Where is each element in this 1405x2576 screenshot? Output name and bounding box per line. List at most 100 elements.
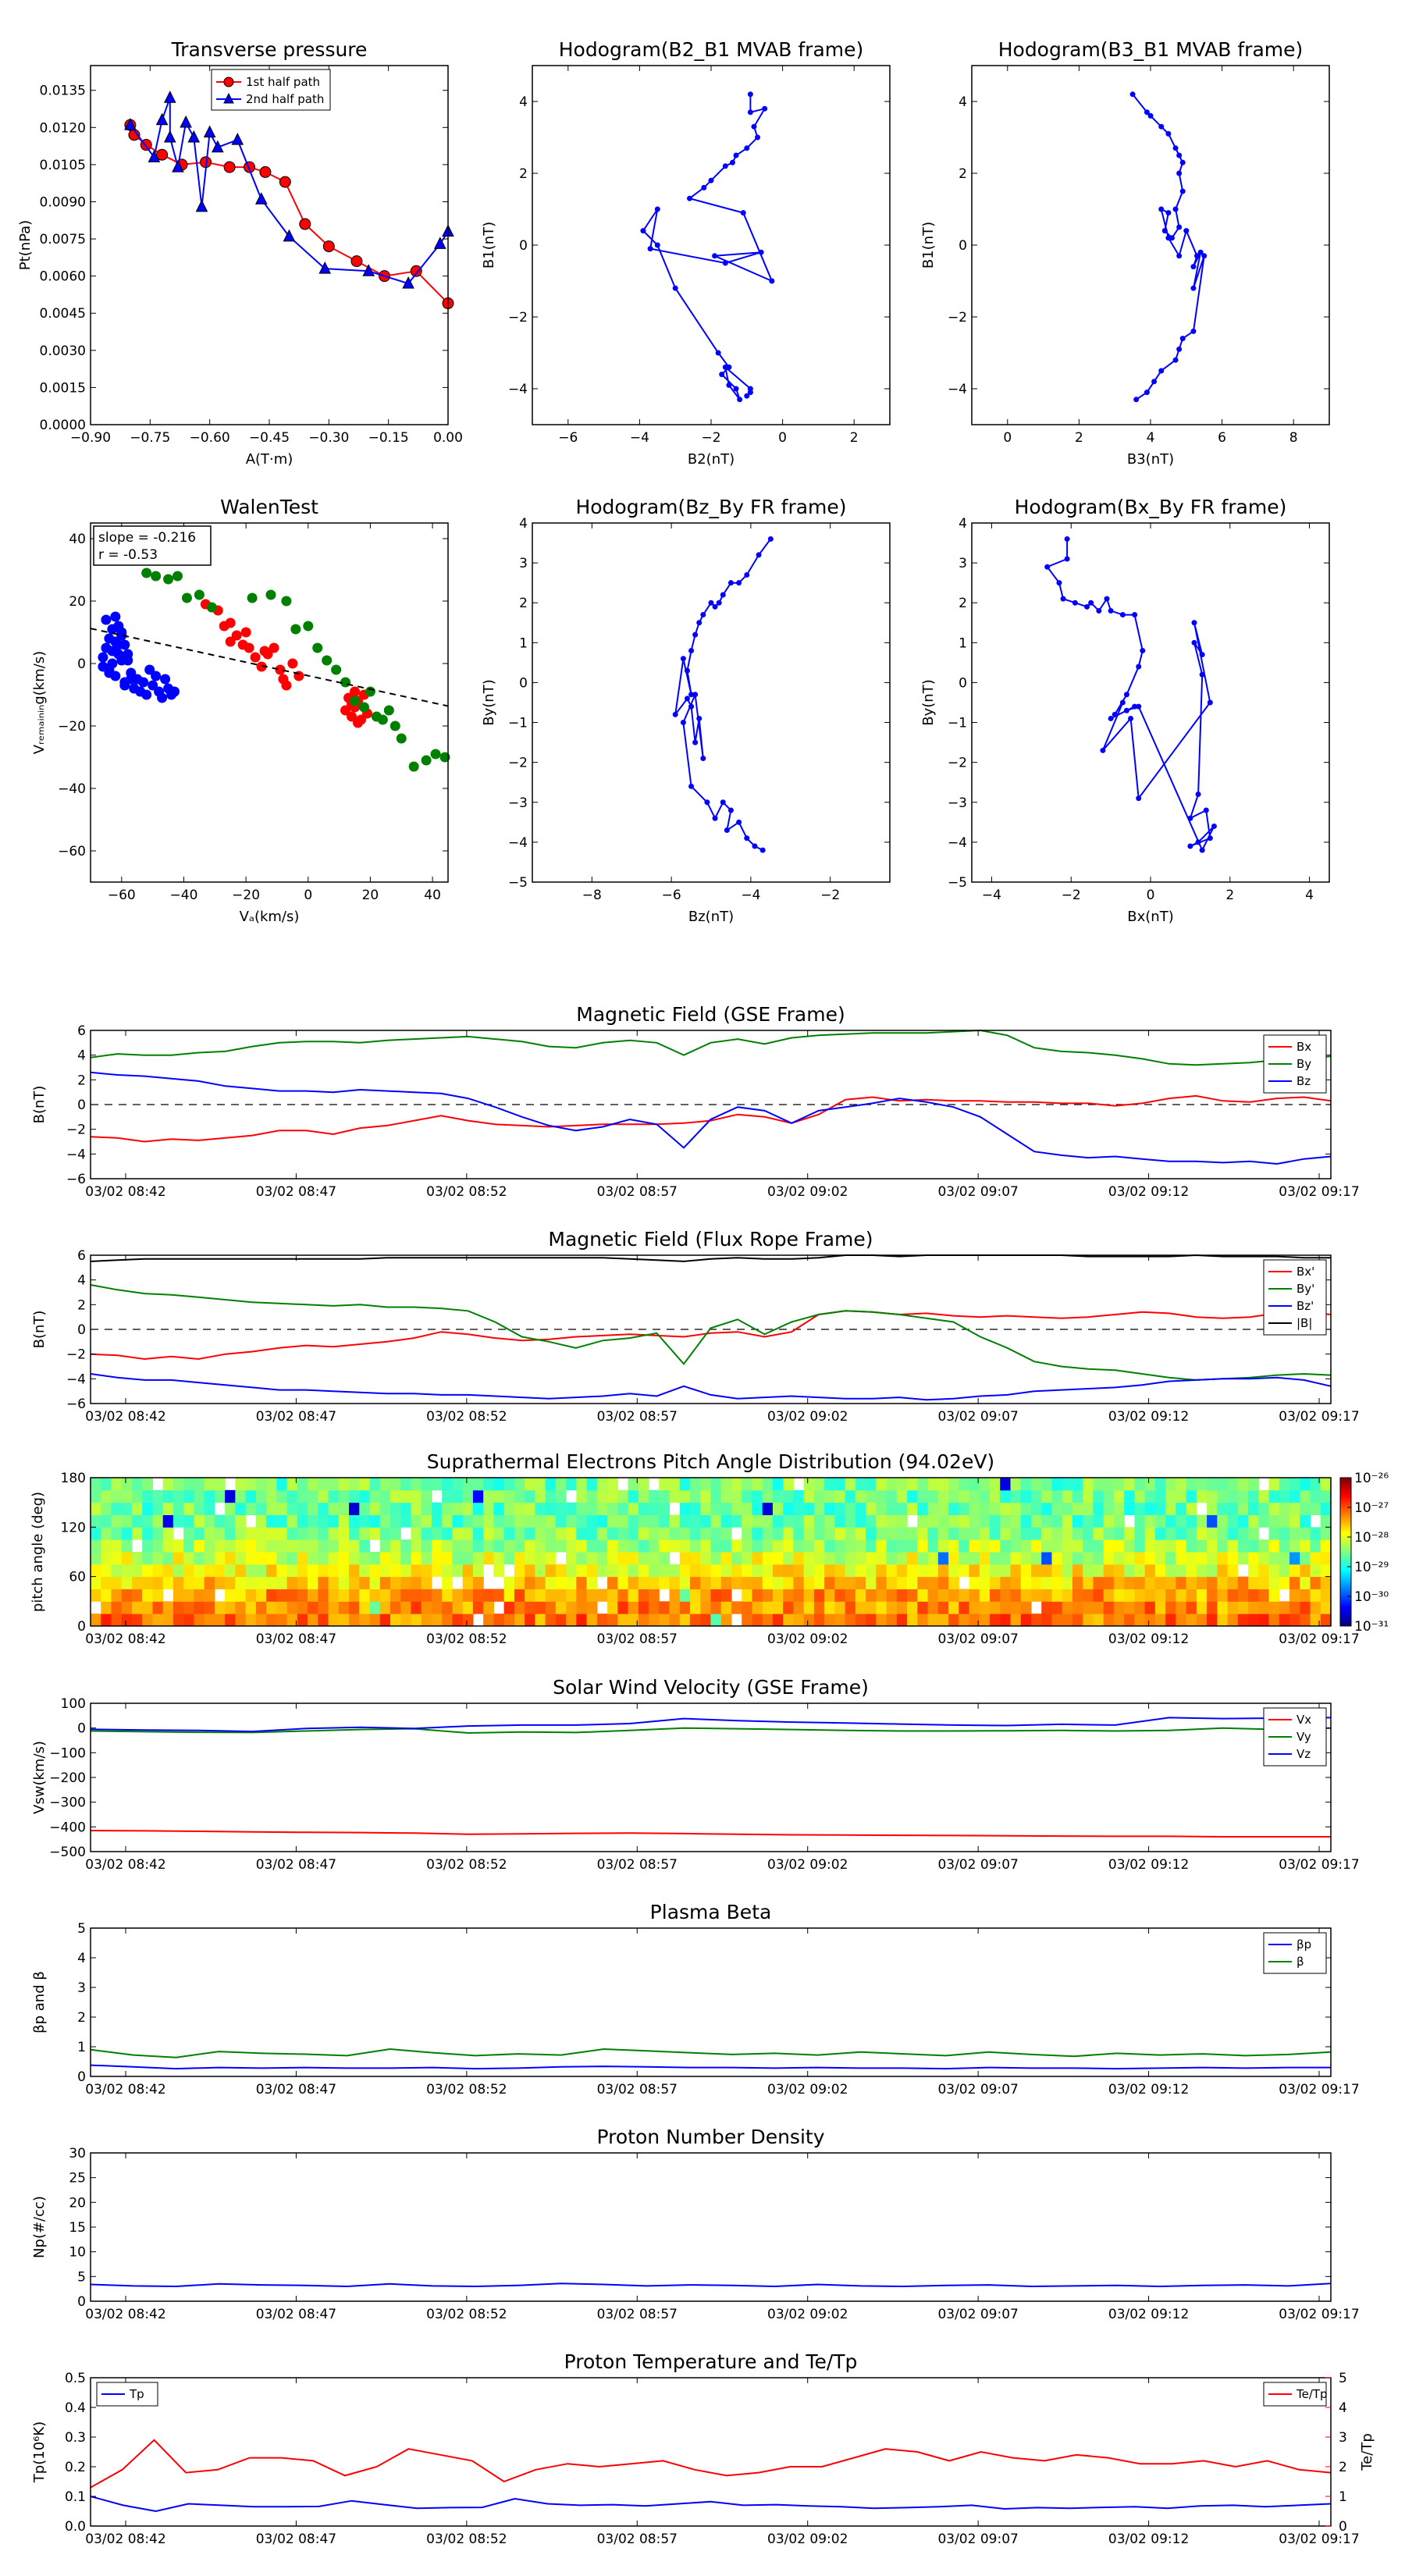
tp-point	[163, 130, 176, 143]
h3-point	[704, 799, 710, 806]
pad-cell	[1083, 1601, 1094, 1614]
h1-point	[733, 152, 739, 158]
pad-cell	[752, 1478, 763, 1491]
h3-point	[692, 739, 699, 745]
pad-cell	[379, 1514, 391, 1528]
sw-xtick-label: 03/02 08:57	[597, 1857, 678, 1873]
pad-cell	[359, 1539, 371, 1553]
pad-cell	[710, 1552, 722, 1565]
pad-cell	[1072, 1589, 1083, 1602]
pad-cell	[876, 1614, 887, 1627]
mf_fr-ytick-label: 4	[77, 1273, 86, 1289]
pad-cell	[111, 1478, 123, 1491]
pad-cell	[91, 1589, 101, 1602]
pad-cell	[566, 1614, 577, 1627]
pad-cell	[411, 1576, 422, 1589]
h3-ytick-label: −2	[508, 756, 528, 771]
mf_fr-legend-label: Bz'	[1297, 1299, 1314, 1313]
h4-point	[1187, 815, 1193, 821]
pad-cell	[514, 1589, 525, 1602]
pad-cell	[1124, 1576, 1136, 1589]
walen-point	[240, 627, 251, 638]
pad-cell	[493, 1478, 505, 1491]
pad-cell	[813, 1489, 825, 1503]
pad-cell	[917, 1552, 929, 1565]
pad-cell	[607, 1539, 618, 1553]
pad-cell	[1196, 1601, 1208, 1614]
pad-cell	[431, 1601, 443, 1614]
pad-cell	[586, 1552, 598, 1565]
pad-cell	[1289, 1589, 1300, 1602]
mf_fr-ytick-label: 2	[77, 1297, 86, 1313]
pad-cell	[442, 1589, 454, 1602]
pad-cell	[855, 1614, 866, 1627]
pad-cell	[1196, 1564, 1208, 1578]
pad-cell	[845, 1601, 856, 1614]
pad-cell	[328, 1478, 340, 1491]
sw-ytick-label: −400	[49, 1820, 86, 1835]
pad-cell	[1186, 1502, 1197, 1515]
pad-cell	[1310, 1539, 1321, 1553]
pad-cell	[596, 1478, 608, 1491]
temp-series-line	[90, 2439, 1332, 2489]
beta-ylabel: βp and β	[31, 1971, 48, 2033]
pad-cell	[400, 1539, 412, 1553]
pad-cell	[907, 1489, 918, 1503]
pad-cell	[276, 1564, 288, 1578]
walen-point	[119, 680, 130, 691]
pad-cell	[803, 1576, 815, 1589]
tp-legend-marker	[223, 92, 234, 104]
pad-cell	[462, 1614, 474, 1627]
pad-cell	[917, 1478, 929, 1491]
pad-cell	[876, 1478, 887, 1491]
pad-cell	[338, 1478, 350, 1491]
pad-cell	[1062, 1552, 1073, 1565]
pad-cell	[1124, 1601, 1136, 1614]
pad-cell	[990, 1539, 1001, 1553]
pad-cell	[700, 1601, 712, 1614]
walen-point	[157, 692, 168, 703]
pad-cell	[1279, 1502, 1290, 1515]
pad-cell	[214, 1489, 226, 1503]
pad-cell	[1300, 1527, 1311, 1540]
pad-cell	[845, 1552, 856, 1565]
h2-point	[1197, 249, 1204, 255]
walen-ytick-label: −60	[58, 844, 86, 859]
pad-cell	[834, 1552, 846, 1565]
pad-cell	[596, 1552, 608, 1565]
pad-cell	[772, 1576, 784, 1589]
pad-cell	[731, 1514, 742, 1528]
mf_fr-xtick-label: 03/02 08:52	[426, 1409, 507, 1425]
pad-cell	[142, 1478, 154, 1491]
pad-cell	[969, 1527, 980, 1540]
pad-cell	[596, 1527, 608, 1540]
pad-cell	[390, 1564, 401, 1578]
pad-cell	[400, 1576, 412, 1589]
pad-cell	[1165, 1478, 1176, 1491]
pad-cell	[824, 1514, 835, 1528]
pad-cell	[752, 1564, 763, 1578]
pad-cell	[1248, 1552, 1259, 1565]
pad-cell	[266, 1576, 277, 1589]
pad-cell	[555, 1601, 567, 1614]
pad-cell	[173, 1564, 184, 1578]
pad-cell	[1176, 1552, 1187, 1565]
pad-cell	[1000, 1527, 1012, 1540]
pad-cell	[1041, 1527, 1053, 1540]
h3-point	[700, 756, 706, 762]
pad-cell	[628, 1502, 639, 1515]
pad-cell	[596, 1589, 608, 1602]
pad-cell	[1093, 1614, 1104, 1627]
pad-cell	[390, 1527, 401, 1540]
pad-cell	[1051, 1564, 1063, 1578]
pad-cell	[1072, 1539, 1083, 1553]
pad-cell	[483, 1539, 495, 1553]
pad-cell	[1113, 1539, 1125, 1553]
h1-point	[687, 195, 693, 201]
pad-cell	[369, 1489, 381, 1503]
pad-cell	[1217, 1502, 1229, 1515]
pad-cell	[1186, 1489, 1197, 1503]
pad-cell	[937, 1539, 949, 1553]
h4-point	[1104, 596, 1110, 602]
h1-point	[654, 206, 660, 212]
